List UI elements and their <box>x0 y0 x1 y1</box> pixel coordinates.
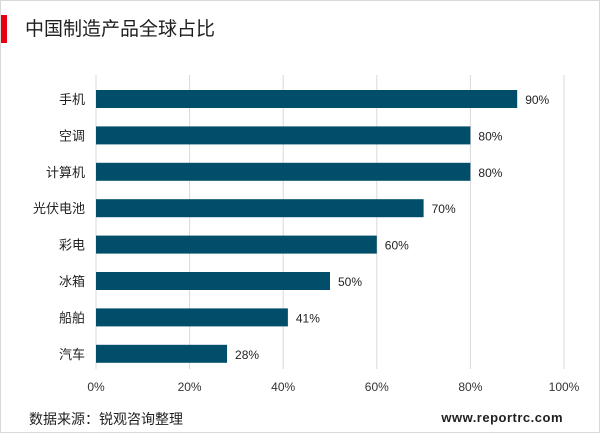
title-accent-bar <box>1 15 7 43</box>
data-label: 41% <box>296 311 320 325</box>
x-tick-label: 100% <box>549 380 580 394</box>
data-source-note: 数据来源：锐观咨询整理 <box>29 412 183 428</box>
bar <box>96 162 471 181</box>
bar <box>96 344 228 363</box>
x-tick-label: 20% <box>178 380 202 394</box>
category-label: 彩电 <box>59 239 85 254</box>
x-tick-label: 0% <box>87 380 105 394</box>
category-label: 手机 <box>59 93 85 108</box>
data-label: 60% <box>385 239 409 253</box>
data-label: 80% <box>478 129 502 143</box>
bar <box>96 235 377 254</box>
data-label: 90% <box>525 93 549 107</box>
data-label: 70% <box>432 202 456 216</box>
data-label: 50% <box>338 275 362 289</box>
category-label: 汽车 <box>59 347 85 363</box>
category-label: 光伏电池 <box>33 202 85 217</box>
category-label: 冰箱 <box>59 274 85 290</box>
category-label: 船舶 <box>59 310 85 326</box>
chart-title: 中国制造产品全球占比 <box>25 18 216 40</box>
bar <box>96 308 288 327</box>
bar <box>96 126 471 145</box>
x-tick-label: 80% <box>458 380 482 394</box>
bar <box>96 272 330 290</box>
data-label: 28% <box>235 348 259 362</box>
x-tick-label: 60% <box>365 380 389 394</box>
x-tick-label: 40% <box>271 380 295 394</box>
category-label: 空调 <box>59 129 85 144</box>
data-label: 80% <box>478 166 502 180</box>
website-label: www.reportrc.com <box>441 410 563 425</box>
bar <box>96 90 518 108</box>
bar <box>96 199 424 218</box>
category-label: 计算机 <box>46 166 85 181</box>
